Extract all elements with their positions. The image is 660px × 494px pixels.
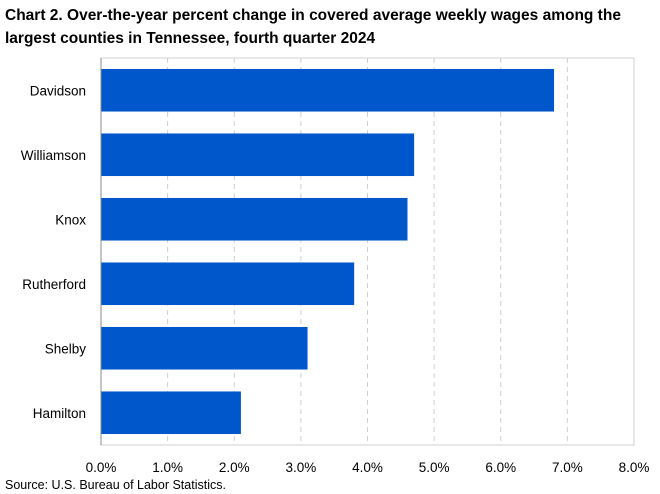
category-label: Knox — [55, 212, 86, 227]
x-tick-label: 3.0% — [285, 460, 316, 475]
bar — [101, 391, 241, 435]
x-tick-label: 2.0% — [219, 460, 250, 475]
source-note: Source: U.S. Bureau of Labor Statistics. — [5, 478, 226, 492]
category-label: Davidson — [30, 83, 86, 98]
x-tick-labels: 0.0% 1.0% 2.0% 3.0% 4.0% 5.0% 6.0% 7.0% 8.0% — [86, 460, 650, 475]
x-tick-label: 7.0% — [552, 460, 583, 475]
x-tick-label: 8.0% — [619, 460, 650, 475]
x-tick-label: 6.0% — [485, 460, 516, 475]
category-label: Williamson — [21, 148, 86, 163]
bar — [101, 326, 308, 370]
x-tick-label: 0.0% — [86, 460, 117, 475]
category-label: Rutherford — [22, 277, 86, 292]
x-tick-label: 5.0% — [419, 460, 450, 475]
x-tick-label: 1.0% — [152, 460, 183, 475]
category-labels: Davidson Williamson Knox Rutherford Shelby Ha… — [21, 83, 87, 421]
bar — [101, 133, 415, 177]
category-label: Hamilton — [33, 406, 86, 421]
bar — [101, 68, 555, 112]
bar — [101, 262, 355, 306]
x-tick-label: 4.0% — [352, 460, 383, 475]
category-label: Shelby — [45, 341, 87, 356]
grid-lines — [167, 58, 568, 445]
bar — [101, 197, 408, 241]
chart-title: Chart 2. Over-the-year percent change in… — [5, 7, 621, 47]
bars — [101, 68, 555, 435]
